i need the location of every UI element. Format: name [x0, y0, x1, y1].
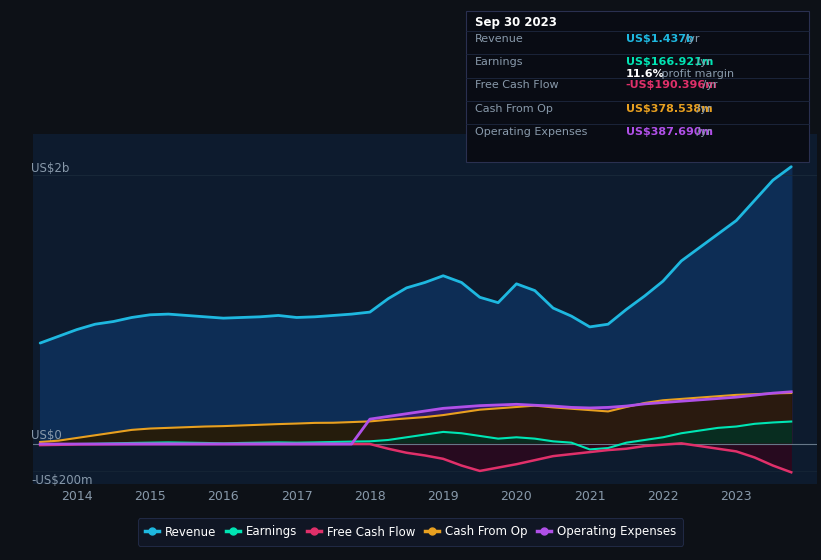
Text: /yr: /yr — [681, 34, 699, 44]
Text: US$2b: US$2b — [31, 162, 70, 175]
Text: -US$200m: -US$200m — [31, 474, 93, 487]
Text: Revenue: Revenue — [475, 34, 524, 44]
Text: US$1.437b: US$1.437b — [626, 34, 694, 44]
Text: 11.6%: 11.6% — [626, 69, 664, 79]
Text: /yr: /yr — [694, 127, 712, 137]
Text: /yr: /yr — [699, 81, 718, 90]
Text: Earnings: Earnings — [475, 57, 524, 67]
Text: Sep 30 2023: Sep 30 2023 — [475, 16, 557, 29]
Text: /yr: /yr — [694, 104, 712, 114]
Text: Operating Expenses: Operating Expenses — [475, 127, 588, 137]
Text: /yr: /yr — [694, 57, 712, 67]
Text: Free Cash Flow: Free Cash Flow — [475, 81, 559, 90]
Text: Cash From Op: Cash From Op — [475, 104, 553, 114]
Text: profit margin: profit margin — [658, 69, 735, 79]
Text: US$166.921m: US$166.921m — [626, 57, 713, 67]
Legend: Revenue, Earnings, Free Cash Flow, Cash From Op, Operating Expenses: Revenue, Earnings, Free Cash Flow, Cash … — [138, 519, 683, 545]
Text: US$0: US$0 — [31, 430, 62, 442]
Text: US$387.690m: US$387.690m — [626, 127, 713, 137]
Text: -US$190.396m: -US$190.396m — [626, 81, 718, 90]
Text: US$378.538m: US$378.538m — [626, 104, 713, 114]
